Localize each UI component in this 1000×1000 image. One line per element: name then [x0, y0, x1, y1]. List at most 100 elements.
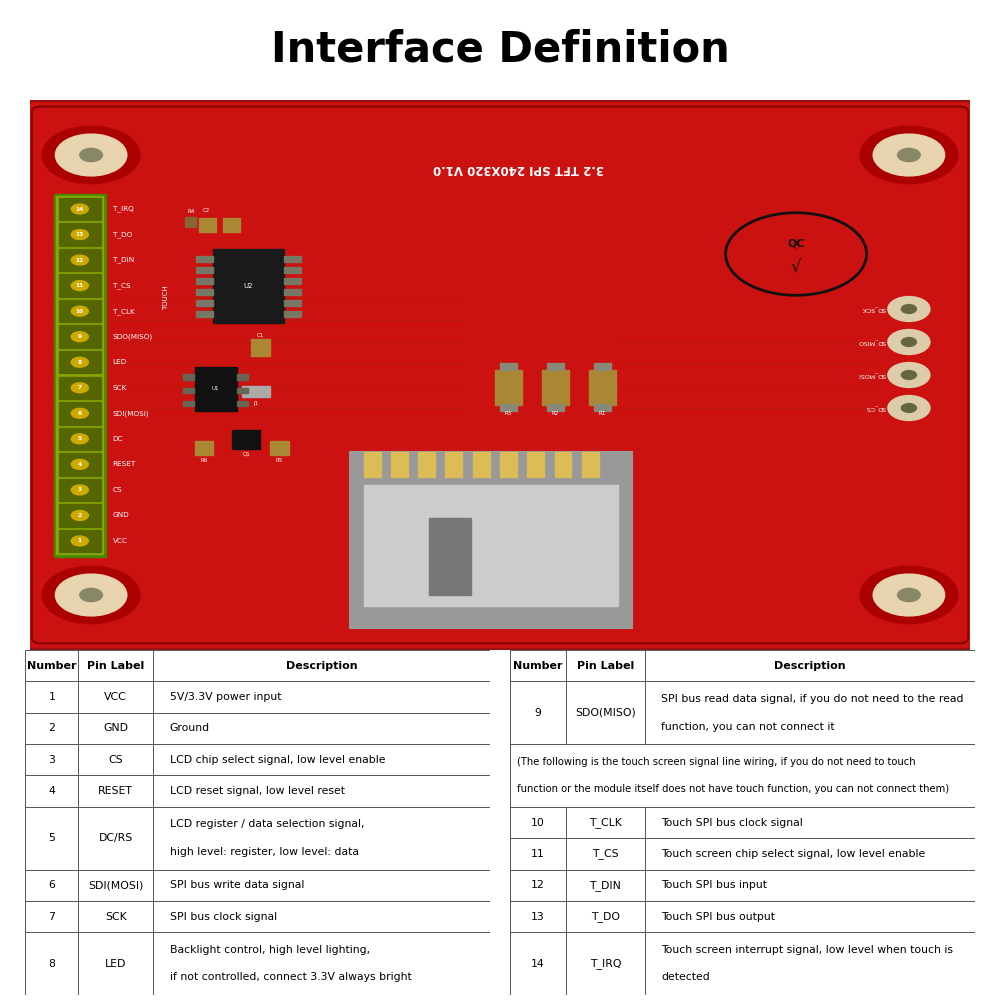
- Bar: [566, 932, 645, 995]
- Text: C2: C2: [203, 208, 210, 213]
- Bar: [78, 807, 153, 870]
- Bar: [194, 441, 213, 455]
- Text: Touch screen interrupt signal, low level when touch is: Touch screen interrupt signal, low level…: [661, 945, 953, 955]
- Bar: [589, 369, 616, 405]
- Bar: [153, 775, 490, 807]
- Bar: [510, 838, 566, 870]
- Text: VCC: VCC: [113, 538, 128, 544]
- Text: SCK: SCK: [113, 385, 127, 391]
- Bar: [645, 901, 975, 932]
- Circle shape: [901, 338, 916, 346]
- Text: J1: J1: [253, 401, 258, 406]
- Text: function, you can not connect it: function, you can not connect it: [661, 722, 835, 732]
- Bar: [196, 311, 213, 317]
- Text: SD_MOSI: SD_MOSI: [857, 372, 885, 378]
- Bar: [527, 452, 544, 477]
- Bar: [153, 901, 490, 932]
- Circle shape: [71, 357, 88, 367]
- Text: LCD chip select signal, low level enable: LCD chip select signal, low level enable: [170, 755, 385, 765]
- Bar: [56, 196, 103, 554]
- Text: 1: 1: [78, 538, 82, 543]
- Bar: [25, 713, 78, 744]
- Text: 3: 3: [48, 755, 55, 765]
- Bar: [78, 775, 153, 807]
- Circle shape: [873, 134, 945, 176]
- Bar: [25, 807, 78, 870]
- Text: R4: R4: [187, 209, 194, 214]
- Text: Touch screen chip select signal, low level enable: Touch screen chip select signal, low lev…: [661, 849, 926, 859]
- Bar: [555, 452, 571, 477]
- Text: 2: 2: [78, 513, 82, 518]
- Text: T_DIN: T_DIN: [589, 880, 621, 891]
- Bar: [645, 932, 975, 995]
- Bar: [153, 744, 490, 775]
- Bar: [196, 278, 213, 284]
- Text: 14: 14: [76, 207, 84, 212]
- Bar: [59, 453, 101, 476]
- Text: CS: CS: [108, 755, 123, 765]
- Bar: [59, 530, 101, 552]
- Bar: [237, 401, 248, 406]
- Bar: [566, 838, 645, 870]
- Bar: [284, 278, 301, 284]
- Text: SDI(MOSI): SDI(MOSI): [88, 880, 143, 890]
- Bar: [594, 363, 611, 369]
- Text: 13: 13: [531, 912, 545, 922]
- Text: 2: 2: [48, 723, 55, 733]
- Circle shape: [898, 588, 920, 602]
- Text: CS: CS: [113, 487, 122, 493]
- Text: 13: 13: [76, 232, 84, 237]
- Bar: [59, 325, 101, 348]
- Circle shape: [71, 255, 88, 265]
- Text: Touch SPI bus input: Touch SPI bus input: [661, 880, 767, 890]
- Text: (The following is the touch screen signal line wiring, if you do not need to tou: (The following is the touch screen signa…: [517, 757, 916, 767]
- Text: 10: 10: [76, 309, 84, 314]
- Bar: [25, 650, 78, 681]
- Bar: [59, 223, 101, 246]
- Bar: [199, 218, 216, 232]
- Text: GND: GND: [103, 723, 128, 733]
- Bar: [510, 807, 566, 838]
- Text: Q1: Q1: [242, 452, 250, 457]
- Bar: [153, 713, 490, 744]
- Circle shape: [860, 566, 958, 624]
- Text: if not controlled, connect 3.3V always bright: if not controlled, connect 3.3V always b…: [170, 972, 411, 982]
- Text: SDO(MISO): SDO(MISO): [113, 333, 153, 340]
- Bar: [59, 274, 101, 297]
- Bar: [196, 289, 213, 295]
- Bar: [566, 870, 645, 901]
- Text: SPI bus clock signal: SPI bus clock signal: [170, 912, 277, 922]
- Circle shape: [42, 566, 140, 624]
- Text: T_IRQ: T_IRQ: [113, 206, 133, 212]
- Bar: [78, 901, 153, 932]
- Bar: [78, 650, 153, 681]
- Bar: [473, 452, 490, 477]
- Text: 7: 7: [48, 912, 55, 922]
- Bar: [78, 681, 153, 713]
- Bar: [429, 518, 471, 595]
- Text: R6: R6: [200, 458, 208, 462]
- Bar: [500, 404, 517, 411]
- Bar: [153, 807, 490, 870]
- Bar: [350, 452, 632, 628]
- Circle shape: [71, 510, 88, 520]
- Bar: [284, 267, 301, 273]
- Bar: [78, 713, 153, 744]
- Bar: [25, 744, 78, 775]
- Text: 10: 10: [531, 818, 545, 828]
- Circle shape: [71, 383, 88, 393]
- Bar: [566, 650, 645, 681]
- Bar: [242, 386, 270, 397]
- Bar: [25, 901, 78, 932]
- Text: 11: 11: [76, 283, 84, 288]
- Text: T_DO: T_DO: [591, 911, 620, 922]
- Bar: [566, 807, 645, 838]
- Text: T_CLK: T_CLK: [589, 817, 622, 828]
- Text: Description: Description: [286, 661, 357, 671]
- Bar: [284, 289, 301, 295]
- Text: Interface Definition: Interface Definition: [271, 28, 729, 70]
- Bar: [153, 870, 490, 901]
- Circle shape: [71, 281, 88, 291]
- Bar: [183, 401, 194, 406]
- Text: SPI bus write data signal: SPI bus write data signal: [170, 880, 304, 890]
